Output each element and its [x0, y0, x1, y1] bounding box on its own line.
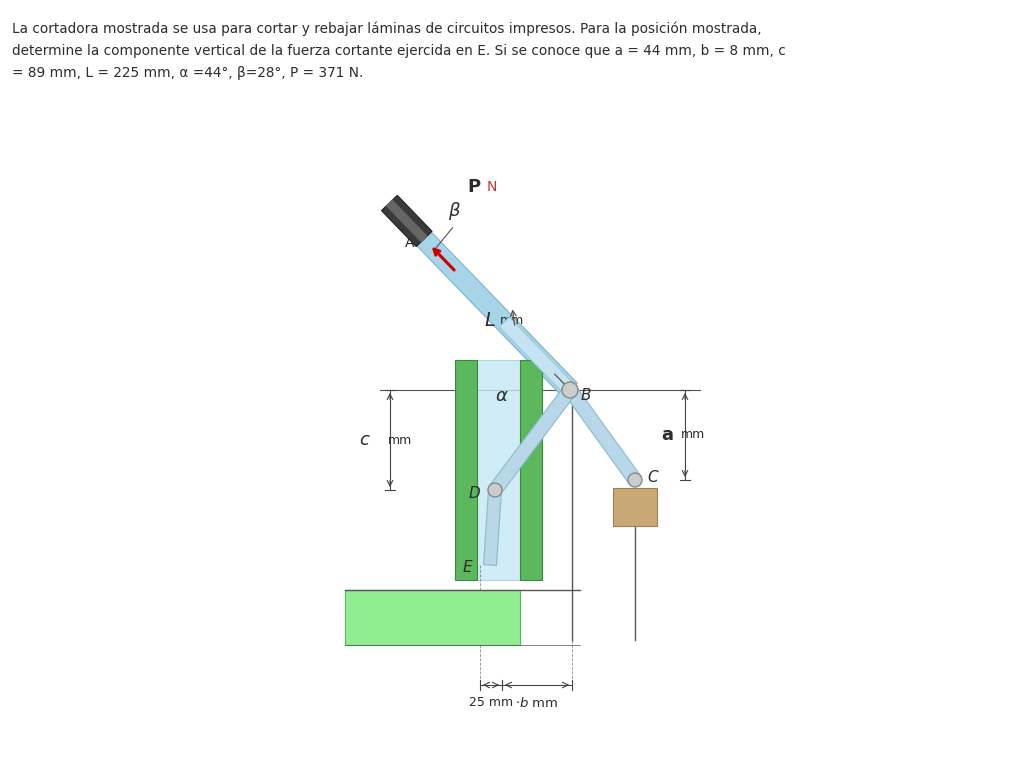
Text: $\beta$: $\beta$: [448, 200, 460, 222]
Text: $c$: $c$: [360, 431, 371, 449]
Polygon shape: [381, 195, 432, 247]
Polygon shape: [417, 232, 577, 397]
Text: $B$: $B$: [580, 387, 591, 403]
Polygon shape: [490, 386, 576, 494]
Polygon shape: [499, 317, 575, 395]
Text: $\bf{P}$: $\bf{P}$: [467, 178, 482, 196]
Text: mm: mm: [388, 434, 412, 447]
Text: N: N: [487, 180, 497, 194]
Text: = 89 mm, L = 225 mm, α =44°, β=28°, P = 371 N.: = 89 mm, L = 225 mm, α =44°, β=28°, P = …: [12, 66, 364, 80]
Bar: [455, 360, 477, 580]
Text: La cortadora mostrada se usa para cortar y rebajar láminas de circuitos impresos: La cortadora mostrada se usa para cortar…: [12, 22, 762, 36]
Text: $C$: $C$: [647, 469, 659, 485]
Text: $L$: $L$: [485, 310, 496, 329]
Bar: [613, 488, 657, 526]
Text: determine la componente vertical de la fuerza cortante ejercida en E. Si se cono: determine la componente vertical de la f…: [12, 44, 785, 58]
Polygon shape: [386, 200, 427, 241]
Bar: [345, 590, 520, 645]
Text: $\alpha$: $\alpha$: [495, 387, 509, 405]
Polygon shape: [477, 360, 520, 580]
Bar: [520, 360, 542, 580]
Text: $E$: $E$: [462, 559, 473, 575]
Text: A: A: [405, 236, 415, 250]
Circle shape: [488, 483, 502, 497]
Text: $\bf{a}$: $\bf{a}$: [660, 426, 674, 444]
Text: mm: mm: [681, 428, 705, 441]
Text: 25 mm: 25 mm: [469, 696, 513, 709]
Polygon shape: [484, 490, 502, 565]
Text: $\cdot b$ mm: $\cdot b$ mm: [515, 696, 559, 710]
Polygon shape: [564, 386, 641, 484]
Circle shape: [562, 382, 578, 398]
Text: $D$: $D$: [468, 485, 482, 501]
Circle shape: [628, 473, 642, 487]
Text: mm: mm: [500, 313, 524, 326]
